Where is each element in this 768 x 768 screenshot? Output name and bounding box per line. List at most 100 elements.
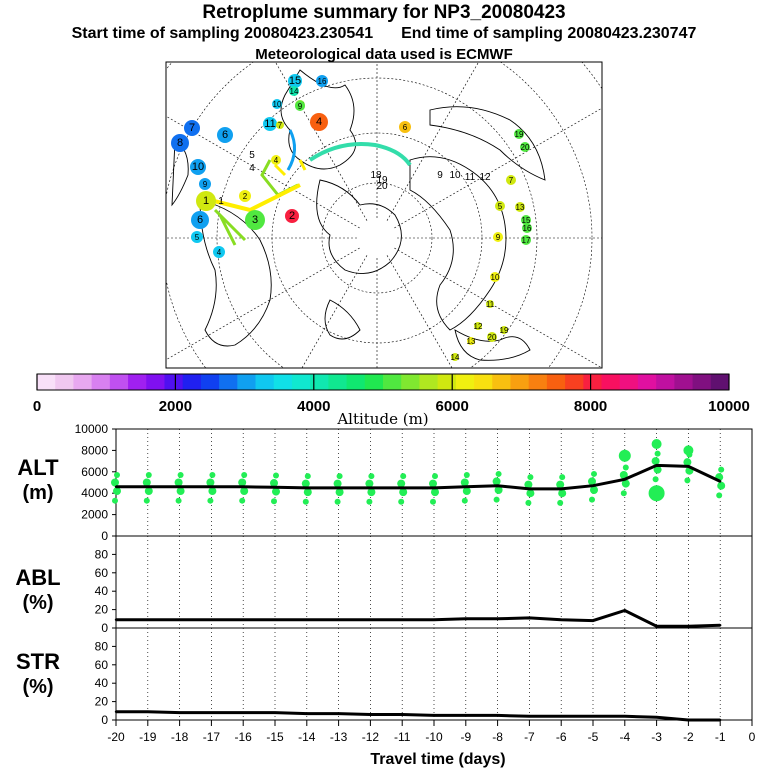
series-point: [369, 713, 372, 716]
plume-dot: [400, 473, 407, 480]
plume-dot: [463, 472, 470, 479]
colorbar-swatch: [91, 374, 111, 390]
series-point: [560, 487, 563, 491]
map-marker-label: 3: [252, 214, 258, 226]
map-marker: [271, 155, 281, 165]
coastline: [324, 299, 361, 340]
panel-str: 0 20 40 60 80 STR(%): [16, 627, 753, 727]
map-marker: [486, 300, 494, 308]
y-tick-label: 20: [95, 695, 109, 709]
map-marker: [190, 159, 206, 175]
colorbar-swatch: [401, 374, 420, 390]
series-point: [178, 618, 181, 621]
colorbar-swatch: [710, 374, 730, 390]
colorbar-swatch: [601, 374, 621, 390]
plume-dot: [556, 480, 565, 489]
series-point: [528, 715, 531, 718]
series-line: [116, 710, 721, 722]
sampling-times: Start time of sampling 20080423.230541 En…: [0, 25, 768, 43]
y-tick-label: 80: [95, 639, 109, 653]
map-marker-label: 2: [243, 192, 248, 201]
plume-dot: [399, 488, 408, 497]
series-point: [369, 618, 372, 621]
plume-dot: [654, 450, 661, 457]
colorbar-swatch: [455, 374, 475, 390]
colorbar-swatch: [328, 374, 348, 390]
series-point: [560, 715, 563, 718]
panel-frame: [115, 627, 753, 721]
plume-dot: [177, 472, 184, 479]
series-point: [114, 710, 118, 713]
colorbar-swatch: [273, 374, 293, 390]
panel-unit: (%): [22, 592, 53, 614]
map-marker-label: 6: [197, 214, 203, 226]
map-marker-label: 19: [500, 326, 509, 335]
met-data-label: Meteorological data used is ECMWF: [255, 46, 513, 63]
plume-dot: [270, 479, 278, 488]
plume-dot: [559, 474, 566, 481]
colorbar-tick-label: 10000: [708, 398, 750, 415]
colorbar-swatch: [546, 374, 566, 390]
x-tick-label: -1: [715, 730, 726, 744]
series-point: [591, 715, 595, 718]
map-marker-label: 15: [522, 216, 531, 225]
map-marker-label: 12: [474, 322, 483, 331]
map-marker-label: 7: [278, 121, 283, 130]
series-point: [655, 716, 658, 719]
plume-dot: [717, 481, 726, 490]
plume-dot: [620, 490, 627, 497]
plume-dot: [144, 487, 153, 496]
map-marker: [493, 232, 503, 242]
plume-dot: [526, 489, 535, 498]
map-marker-label: 13: [467, 337, 476, 346]
plume-dot: [302, 498, 309, 505]
plume-dot: [336, 473, 343, 480]
colorbar-tick-label: 4000: [297, 398, 330, 415]
plume-dot: [111, 478, 119, 487]
map-marker: [474, 322, 482, 330]
x-tick-label: -17: [203, 730, 221, 744]
map-marker-label: 6: [403, 123, 408, 132]
start-time-label: Start time of sampling 20080423.230541: [71, 25, 374, 42]
plume-dot: [525, 499, 532, 506]
map-marker: [451, 353, 459, 361]
plume-dot: [398, 498, 405, 505]
plume-dot: [494, 485, 503, 494]
map-marker: [245, 210, 265, 230]
y-tick-label: 8000: [81, 443, 108, 457]
map-marker-label: 10: [192, 161, 204, 173]
plume-track-yellow-main: [209, 183, 301, 213]
x-tick-label: -2: [683, 730, 694, 744]
x-tick-label: -15: [266, 730, 284, 744]
plume-track-yellow: [273, 159, 307, 177]
plume-dot: [367, 488, 376, 497]
map-marker: [239, 190, 251, 202]
panel-alt: 0 2000 4000 6000 8000 10000 ALT(m): [17, 422, 753, 543]
map-day-number: 10: [449, 170, 461, 181]
colorbar-swatch: [37, 374, 56, 390]
y-tick-label: 40: [95, 676, 109, 690]
plume-dot: [431, 488, 439, 497]
map-marker: [521, 235, 531, 245]
series-point: [464, 485, 467, 488]
y-tick-label: 2000: [81, 508, 108, 522]
x-tick-label: -11: [394, 730, 411, 744]
series-point: [655, 624, 658, 628]
colorbar-tick-label: 8000: [574, 398, 607, 415]
series-point: [146, 618, 149, 621]
plume-track-cyan: [308, 142, 412, 167]
map-marker: [310, 113, 328, 131]
x-tick-label: -3: [651, 730, 662, 744]
x-tick-label: -16: [235, 730, 253, 744]
coastline: [454, 329, 531, 361]
colorbar-swatch: [182, 374, 202, 390]
colorbar-swatch: [237, 374, 257, 390]
x-tick-label: -12: [362, 730, 380, 744]
map-marker: [521, 215, 531, 225]
map-frame: [165, 61, 603, 369]
series-point: [432, 714, 436, 717]
plume-dot: [684, 477, 691, 484]
plume-dot: [648, 485, 665, 502]
plume-dot: [493, 496, 500, 503]
